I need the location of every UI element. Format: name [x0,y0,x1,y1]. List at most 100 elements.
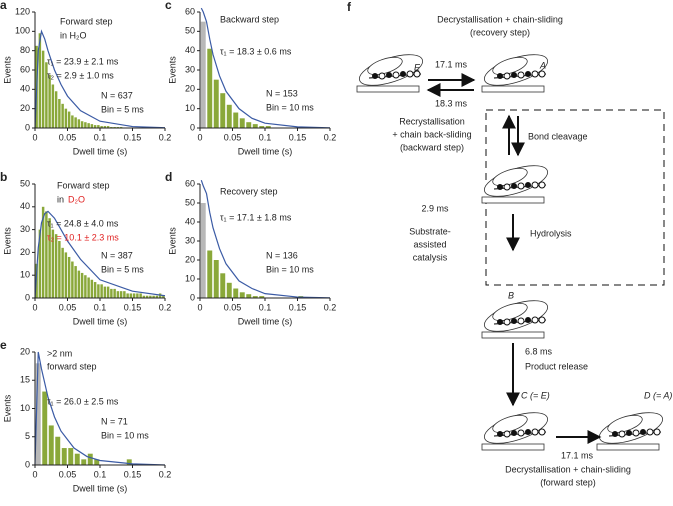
y-tick-label: 0 [25,292,30,302]
y-tick-label: 20 [185,254,195,264]
bar [80,121,84,128]
state-label: D (= A) [644,390,672,400]
bar [226,104,232,128]
x-tick-label: 0.15 [124,469,142,479]
panel-label: a [0,0,7,12]
annotation: τ₂ = 2.9 ± 1.0 ms [47,70,114,80]
label: (forward step) [540,477,596,487]
bar [55,436,61,465]
annotation: τ₁ = 26.0 ± 2.5 ms [47,396,119,406]
annotation: Bin = 5 ms [101,264,144,274]
bar [220,273,226,298]
enzyme-icon [480,405,552,451]
annotation: Bin = 10 ms [101,430,149,440]
bar [220,93,226,128]
bar [136,293,139,298]
y-tick-label: 0 [190,292,195,302]
bar [259,126,265,128]
bar [110,288,113,298]
bar [58,241,61,298]
x-tick-label: 0.2 [159,469,172,479]
bar [158,293,162,298]
enzyme-icon [595,405,667,451]
fit-curve [200,7,331,129]
bar [45,62,48,129]
x-tick-label: 0.15 [289,302,307,312]
y-axis-label: Events [2,56,12,84]
bar [213,260,219,298]
bar [74,453,80,465]
diagram: f Decrystallisation + chain-sliding (rec… [347,0,672,487]
x-axis-label: Dwell time (s) [238,146,293,156]
bar [162,295,165,298]
bar [200,203,206,298]
label: Substrate- [409,226,451,236]
annotation: in [57,194,64,204]
annotation: in H₂O [60,30,87,40]
y-tick-label: 0 [190,122,195,132]
label: catalysis [413,252,448,262]
y-tick-label: 20 [20,346,30,356]
annotation: τ₁ = 17.1 ± 1.8 ms [220,212,292,222]
bar [58,99,61,128]
bar [87,277,90,298]
bar [71,115,74,128]
bar [54,91,58,128]
annotation: Recovery step [220,186,278,196]
bar [94,459,100,465]
bar [84,275,87,298]
annotation: N = 71 [101,416,128,426]
bar [252,296,258,298]
y-tick-label: 10 [20,403,30,413]
rate-label: 2.9 ms [421,203,449,213]
y-tick-label: 60 [185,178,195,188]
x-axis-label: Dwell time (s) [73,483,128,493]
x-tick-label: 0.2 [159,302,172,312]
annotation: τ₁ = 23.9 ± 2.1 ms [47,56,119,66]
bar [48,218,51,298]
bar [226,282,232,298]
x-tick-label: 0.05 [224,132,242,142]
bar [48,425,54,465]
fit-curve [34,351,166,466]
y-tick-label: 40 [20,201,30,211]
bar [77,270,81,298]
x-tick-label: 0 [32,469,37,479]
bar [67,111,71,128]
x-tick-label: 0.2 [324,302,337,312]
x-tick-label: 0.1 [94,302,107,312]
bar [87,123,90,128]
bar [239,292,245,298]
x-tick-label: 0.2 [159,132,172,142]
bar [142,295,146,298]
y-tick-label: 40 [185,45,195,55]
bar [64,108,68,128]
rate-label: 17.1 ms [561,450,594,460]
annotation: >2 nm [47,348,72,358]
bar [71,261,74,298]
x-tick-label: 0.15 [289,132,307,142]
y-tick-label: 50 [185,26,195,36]
bar [74,117,77,128]
y-tick-label: 60 [185,6,195,16]
bar [103,126,107,128]
label: Bond cleavage [528,131,588,141]
y-tick-label: 40 [20,84,30,94]
state-label: E [414,62,421,72]
x-tick-label: 0.2 [324,132,337,142]
annotation: Bin = 5 ms [101,104,144,114]
bar [48,74,51,128]
panel-label: d [165,170,172,184]
state-label: C (= E) [521,390,550,400]
bar [132,293,136,298]
bar [42,391,48,465]
x-tick-label: 0.05 [59,132,77,142]
bar [74,266,77,298]
panel-label: f [347,0,352,14]
annotation: Bin = 10 ms [266,102,314,112]
x-tick-label: 0 [32,132,37,142]
bar [84,122,87,128]
x-axis-label: Dwell time (s) [73,146,128,156]
annotation: Forward step [57,180,110,190]
y-axis-label: Events [167,56,177,84]
